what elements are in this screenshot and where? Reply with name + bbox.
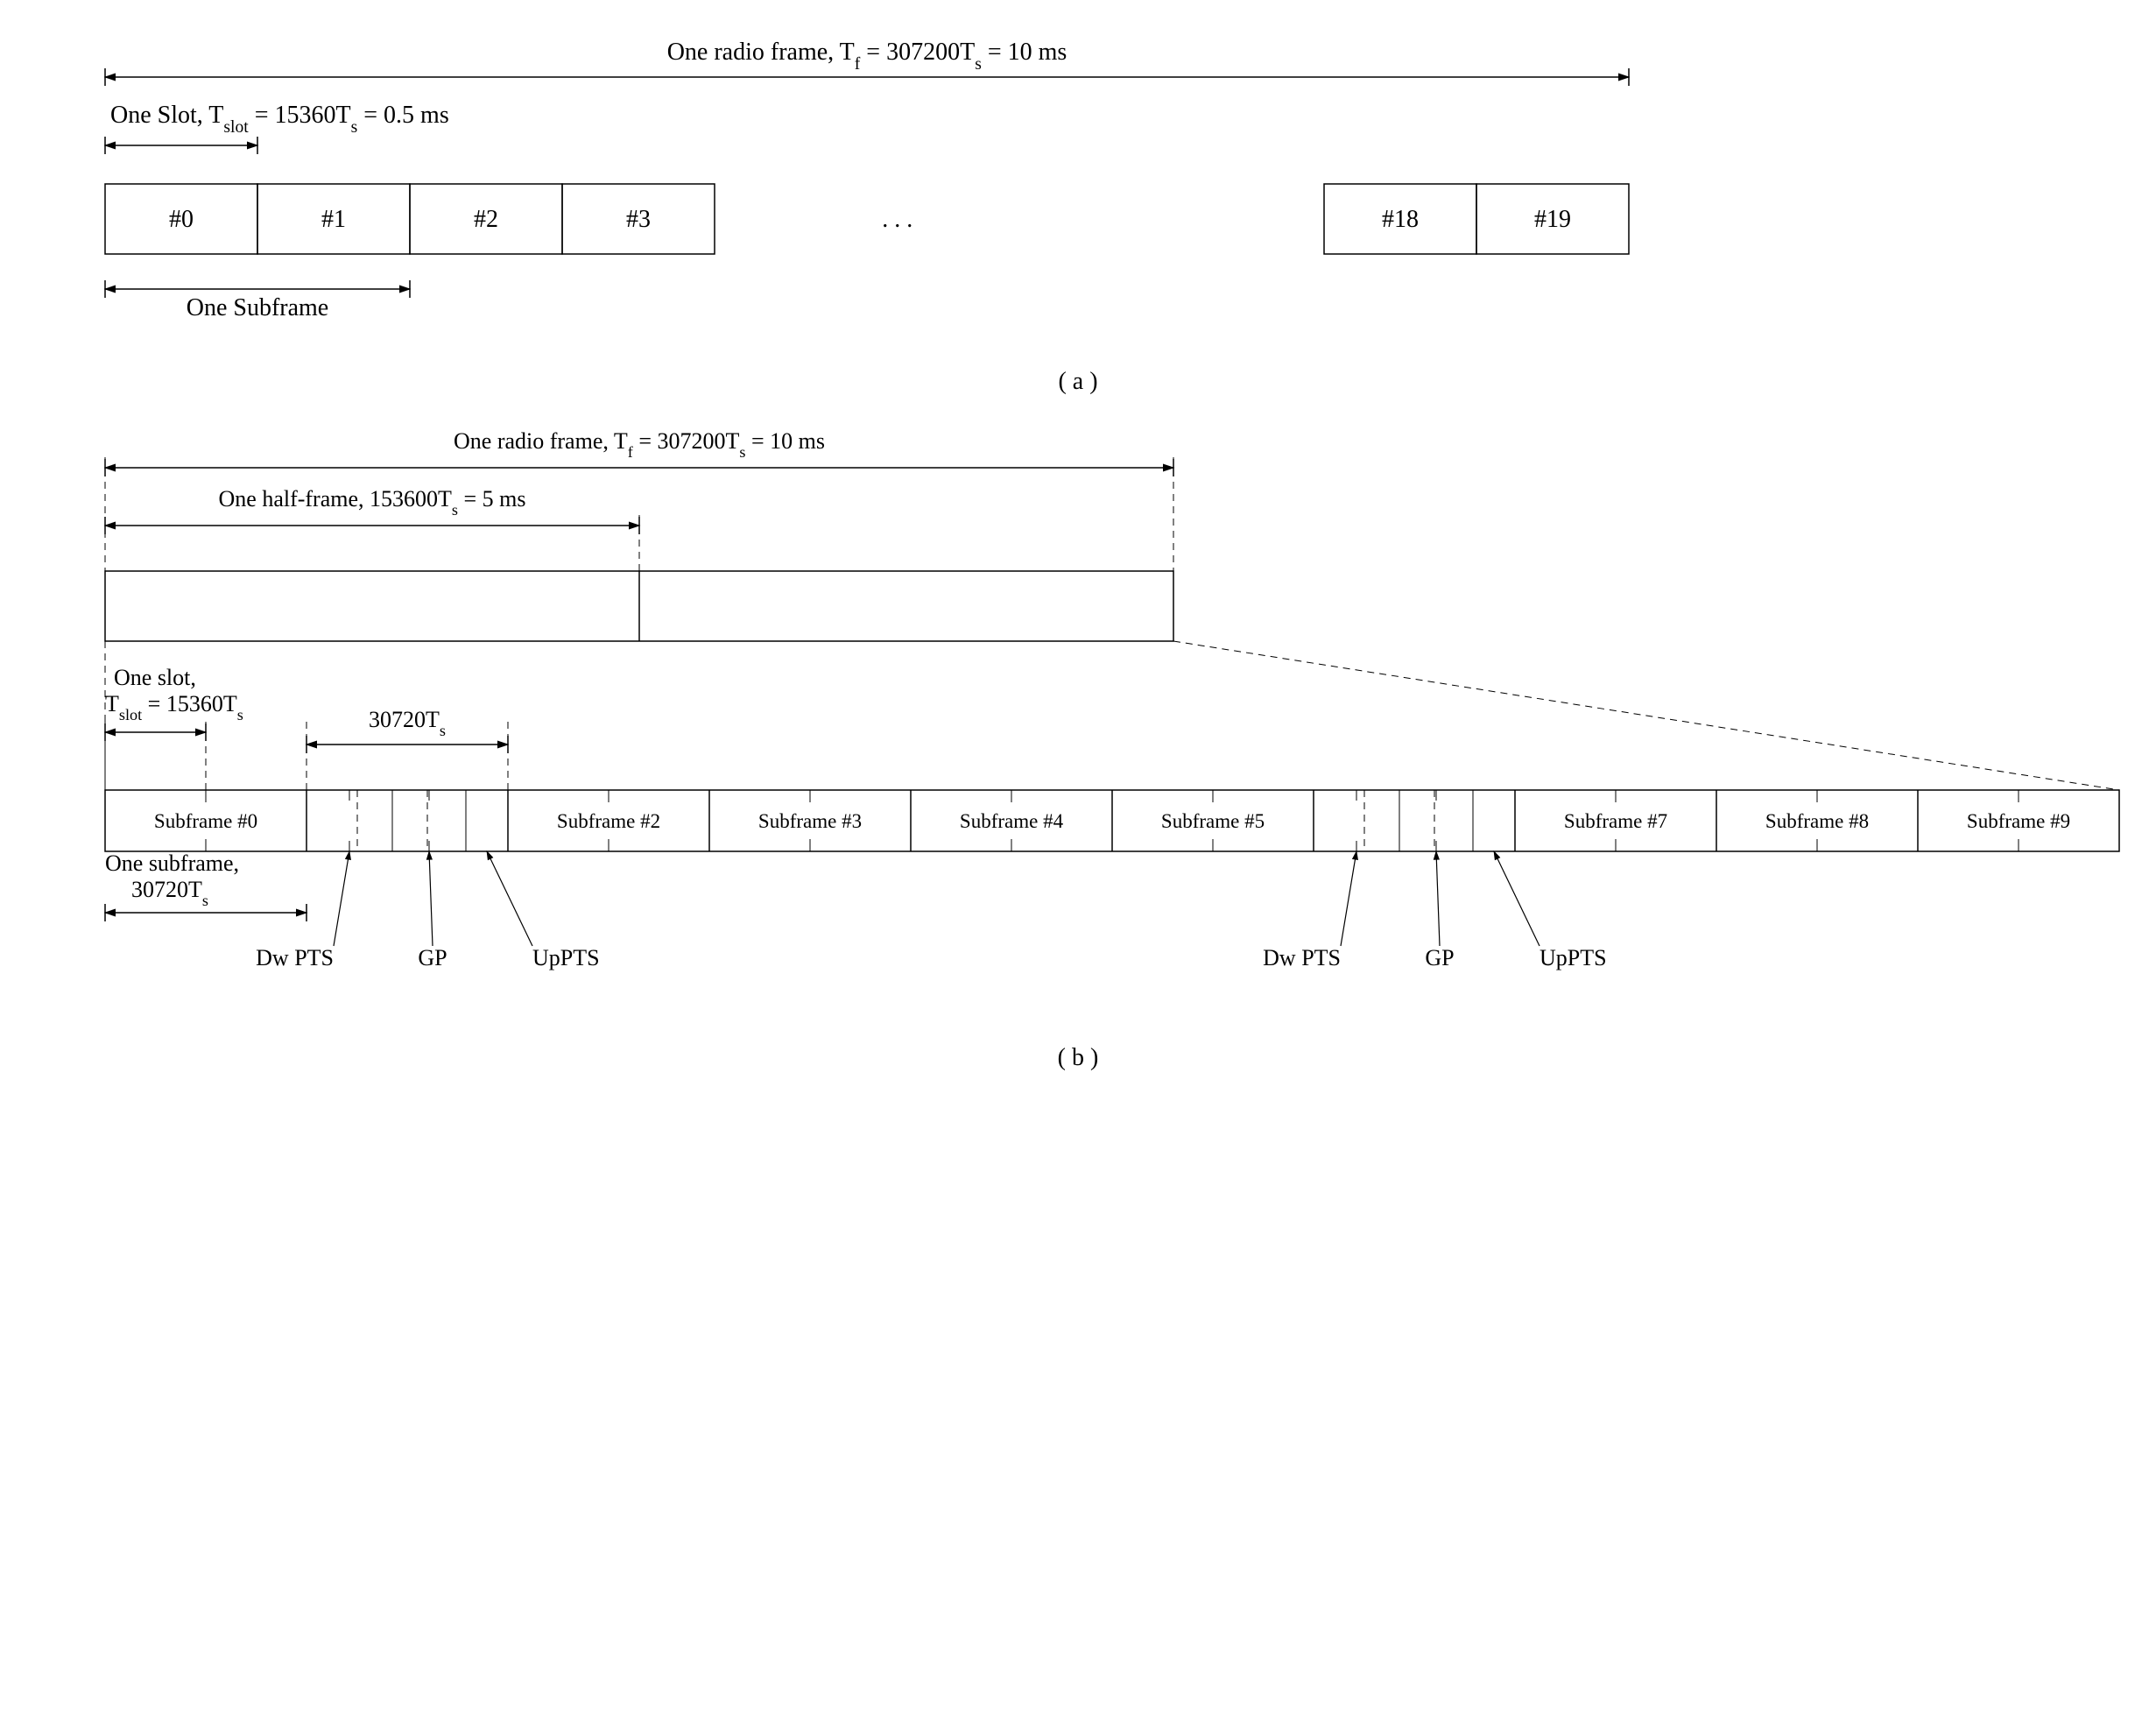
svg-text:Subframe #3: Subframe #3 [758,810,862,832]
caption-a: ( a ) [35,368,2121,396]
svg-text:Subframe #2: Subframe #2 [557,810,660,832]
svg-text:Dw PTS: Dw PTS [1263,945,1341,970]
figure-a-svg: One radio frame, Tf = 307200Ts = 10 ms On… [35,35,1699,342]
svg-text:Subframe #7: Subframe #7 [1564,810,1667,832]
svg-text:One subframe,: One subframe, [105,850,239,876]
svg-text:One slot,: One slot, [114,665,196,690]
svg-text:#18: #18 [1382,206,1419,233]
svg-text:30720Ts: 30720Ts [131,877,208,909]
svg-text:Tslot = 15360Ts: Tslot = 15360Ts [105,691,243,723]
svg-text:Subframe #4: Subframe #4 [960,810,1064,832]
svg-text:#0: #0 [169,206,194,233]
svg-text:#3: #3 [626,206,651,233]
svg-text:30720Ts: 30720Ts [369,707,446,739]
figure-b-svg: One radio frame, Tf = 307200Ts = 10 ms On… [35,422,2154,1018]
svg-text:UpPTS: UpPTS [1539,945,1607,970]
svg-text:One radio frame, Tf = 307200Ts: One radio frame, Tf = 307200Ts = 10 ms [454,428,825,461]
svg-text:#19: #19 [1534,206,1571,233]
figure-b: One radio frame, Tf = 307200Ts = 10 ms On… [35,422,2121,1072]
svg-text:One half-frame, 153600Ts = 5 m: One half-frame, 153600Ts = 5 ms [219,486,526,519]
svg-text:One Subframe: One Subframe [187,294,329,321]
svg-text:GP: GP [418,945,447,970]
svg-text:. . .: . . . [882,206,912,233]
svg-text:UpPTS: UpPTS [532,945,600,970]
svg-text:GP: GP [1425,945,1454,970]
caption-b: ( b ) [35,1044,2121,1072]
svg-text:#2: #2 [474,206,498,233]
svg-text:Dw PTS: Dw PTS [256,945,334,970]
figure-a: One radio frame, Tf = 307200Ts = 10 ms On… [35,35,2121,396]
svg-text:One radio frame, Tf = 307200Ts: One radio frame, Tf = 307200Ts = 10 ms [667,39,1067,74]
svg-text:One Slot, Tslot = 15360Ts = 0.: One Slot, Tslot = 15360Ts = 0.5 ms [110,102,449,137]
svg-text:Subframe #0: Subframe #0 [154,810,257,832]
svg-text:Subframe #9: Subframe #9 [1967,810,2070,832]
svg-text:#1: #1 [321,206,346,233]
svg-text:Subframe #5: Subframe #5 [1161,810,1265,832]
svg-text:Subframe #8: Subframe #8 [1765,810,1869,832]
